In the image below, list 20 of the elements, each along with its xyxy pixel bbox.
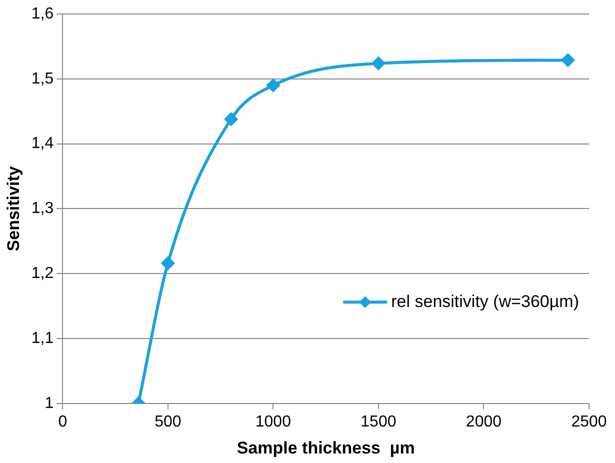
y-tick-label: 1,3 <box>31 200 54 218</box>
point <box>266 78 280 92</box>
y-tick-label: 1,5 <box>31 70 54 88</box>
y-tick-label: 1,2 <box>31 265 54 282</box>
x-tick-label: 2500 <box>571 413 607 430</box>
y-axis-title: Sensitivity <box>4 166 23 252</box>
x-tick-label: 0 <box>58 413 68 430</box>
x-tick-label: 500 <box>154 413 182 430</box>
point <box>224 112 238 126</box>
legend-label: rel sensitivity (w=360µm) <box>391 292 580 311</box>
x-tick-label: 1500 <box>360 413 396 430</box>
point <box>561 54 574 67</box>
x-tick-label: 2000 <box>466 413 502 430</box>
y-tick-label: 1,1 <box>31 330 54 347</box>
x-tick-label: 1000 <box>255 413 292 430</box>
y-tick-label: 1 <box>44 394 54 412</box>
y-tick-label: 1,6 <box>31 5 54 22</box>
x-axis-title: Sample thickness µm <box>236 438 415 458</box>
y-tick-label: 1,4 <box>31 135 54 152</box>
point <box>372 56 385 70</box>
